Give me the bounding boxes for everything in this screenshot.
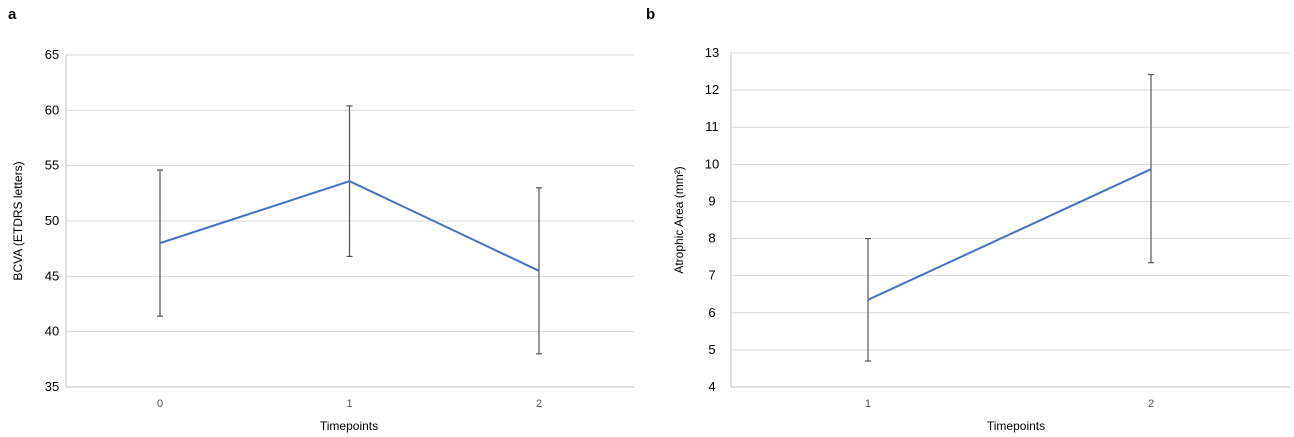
- y-tick-label: 6: [708, 305, 715, 320]
- y-tick-label: 40: [45, 324, 59, 339]
- y-tick-label: 45: [45, 268, 59, 283]
- y-tick-label: 7: [708, 268, 715, 283]
- y-axis-title-a: BCVA (ETDRS letters): [11, 161, 25, 280]
- x-tick-label: 1: [865, 398, 871, 410]
- x-tick-label: 0: [157, 398, 163, 410]
- x-tick-label: 1: [346, 398, 352, 410]
- y-tick-label: 50: [45, 213, 59, 228]
- gridlines-b: [730, 52, 1290, 388]
- error-bars-b: [865, 73, 1154, 362]
- y-tick-label: 11: [705, 119, 719, 134]
- y-tick-label: 12: [705, 82, 719, 97]
- panel-label-b: b: [646, 6, 655, 23]
- y-tick-labels-b: 4 5 6 7 8 9 10 11 12 13: [705, 45, 719, 394]
- y-tick-label: 5: [708, 342, 715, 357]
- y-tick-label: 13: [705, 45, 719, 60]
- x-tick-labels-a: 0 1 2: [157, 398, 542, 410]
- y-tick-label: 10: [705, 156, 719, 171]
- y-tick-labels-a: 35 40 45 50 55 60 65: [45, 47, 59, 394]
- chart-panel-a: a 35 40 45 50 55 60 65 0 1 2 Timepoints BCVA (ET…: [8, 6, 634, 433]
- series-b: [867, 168, 1152, 301]
- y-tick-label: 35: [45, 379, 59, 394]
- error-bars-a: [157, 105, 542, 355]
- y-tick-label: 65: [45, 47, 59, 62]
- x-tick-label: 2: [1148, 398, 1154, 410]
- x-axis-title-b: Timepoints: [987, 419, 1045, 433]
- x-tick-label: 2: [536, 398, 542, 410]
- y-tick-label: 60: [45, 102, 59, 117]
- series-line: [867, 168, 1152, 301]
- y-axis-title-b: Atrophic Area (mm²): [672, 166, 686, 273]
- panel-label-a: a: [8, 6, 17, 23]
- y-tick-label: 9: [708, 193, 715, 208]
- series-a: [159, 180, 540, 272]
- y-tick-label: 4: [708, 379, 715, 394]
- y-tick-label: 55: [45, 158, 59, 173]
- series-line: [159, 180, 540, 272]
- y-tick-label: 8: [708, 231, 715, 246]
- x-axis-title-a: Timepoints: [320, 419, 378, 433]
